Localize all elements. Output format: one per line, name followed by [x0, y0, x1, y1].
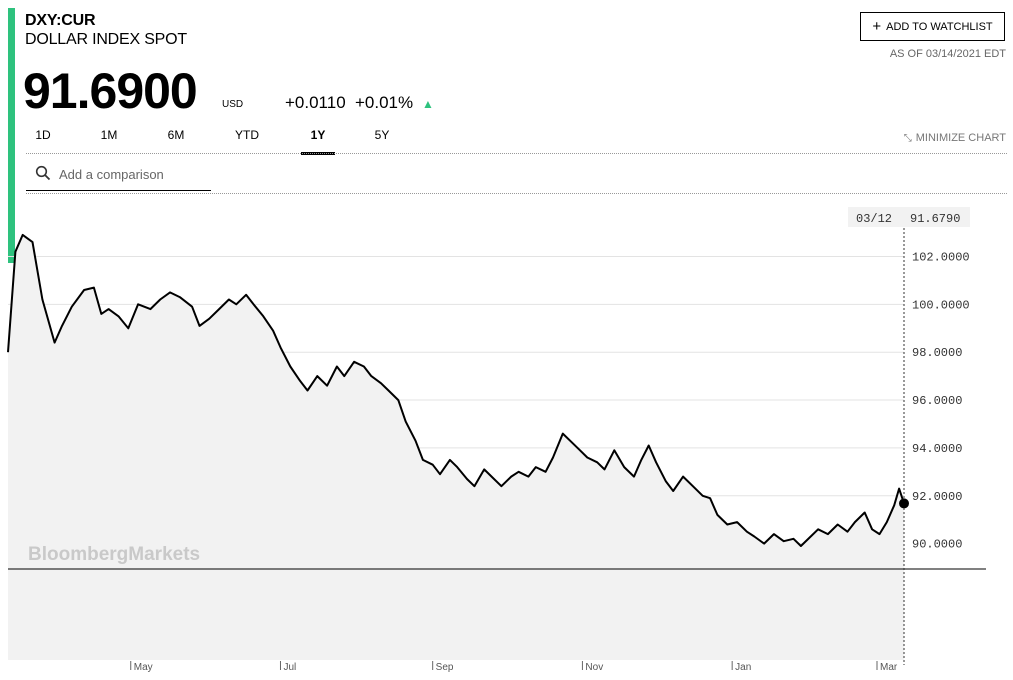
comparison-search-input[interactable]: [59, 164, 209, 184]
x-tick-label: Jul: [283, 662, 296, 673]
y-tick-label: 96.0000: [912, 394, 962, 408]
tabs-divider: [26, 153, 1007, 154]
price-change: +0.0110: [285, 93, 346, 112]
currency-label: USD: [222, 99, 244, 110]
x-tick-label: Mar: [880, 662, 898, 673]
search-icon: [35, 165, 51, 181]
search-divider: [26, 193, 1007, 194]
minimize-icon: ⤡: [903, 133, 912, 144]
tab-ytd[interactable]: YTD: [235, 128, 259, 142]
plus-icon: +: [872, 18, 882, 35]
up-arrow-icon: ▲: [422, 97, 434, 111]
x-tick-label: Nov: [585, 662, 603, 673]
crosshair-value: 91.6790: [910, 212, 960, 226]
crosshair-date: 03/12: [856, 212, 892, 226]
y-tick-label: 90.0000: [912, 538, 962, 552]
price-area: [8, 234, 904, 660]
minimize-chart-button[interactable]: ⤡ MINIMIZE CHART: [904, 132, 1006, 144]
x-axis: May Jul Sep Nov Jan Mar: [130, 661, 898, 673]
bloomberg-watermark: BloombergMarkets: [28, 544, 200, 565]
crosshair-label: 03/12 91.6790: [848, 207, 970, 227]
ticker-symbol: DXY:CUR: [25, 12, 96, 29]
tab-5y[interactable]: 5Y: [374, 128, 390, 142]
price-line: [7, 233, 905, 547]
last-price: 91.6900: [23, 63, 198, 119]
x-tick-label: Jan: [735, 662, 751, 673]
y-tick-label: 92.0000: [912, 490, 962, 504]
price-change-percent: +0.01%: [355, 93, 414, 112]
tab-6m[interactable]: 6M: [167, 128, 185, 142]
y-axis: 102.0000 100.0000 98.0000 96.0000 94.0000 92.…: [912, 250, 970, 551]
accent-bar: [8, 8, 15, 263]
y-tick-label: 102.0000: [912, 250, 970, 264]
add-to-watchlist-button[interactable]: + ADD TO WATCHLIST: [860, 12, 1005, 41]
x-tick-label: May: [134, 662, 153, 673]
x-tick-label: Sep: [436, 662, 454, 673]
as-of-timestamp: AS OF 03/14/2021 EDT: [889, 48, 1006, 60]
last-price-marker: [899, 498, 909, 509]
minimize-chart-label: MINIMIZE CHART: [915, 132, 1006, 144]
instrument-name: DOLLAR INDEX SPOT: [25, 31, 187, 48]
tab-1d[interactable]: 1D: [35, 128, 51, 142]
tab-1m[interactable]: 1M: [100, 128, 118, 142]
comparison-search: [26, 160, 211, 191]
y-tick-label: 100.0000: [912, 298, 970, 312]
watchlist-button-label: ADD TO WATCHLIST: [886, 20, 993, 33]
y-tick-label: 94.0000: [912, 442, 962, 456]
y-tick-label: 98.0000: [912, 346, 962, 360]
